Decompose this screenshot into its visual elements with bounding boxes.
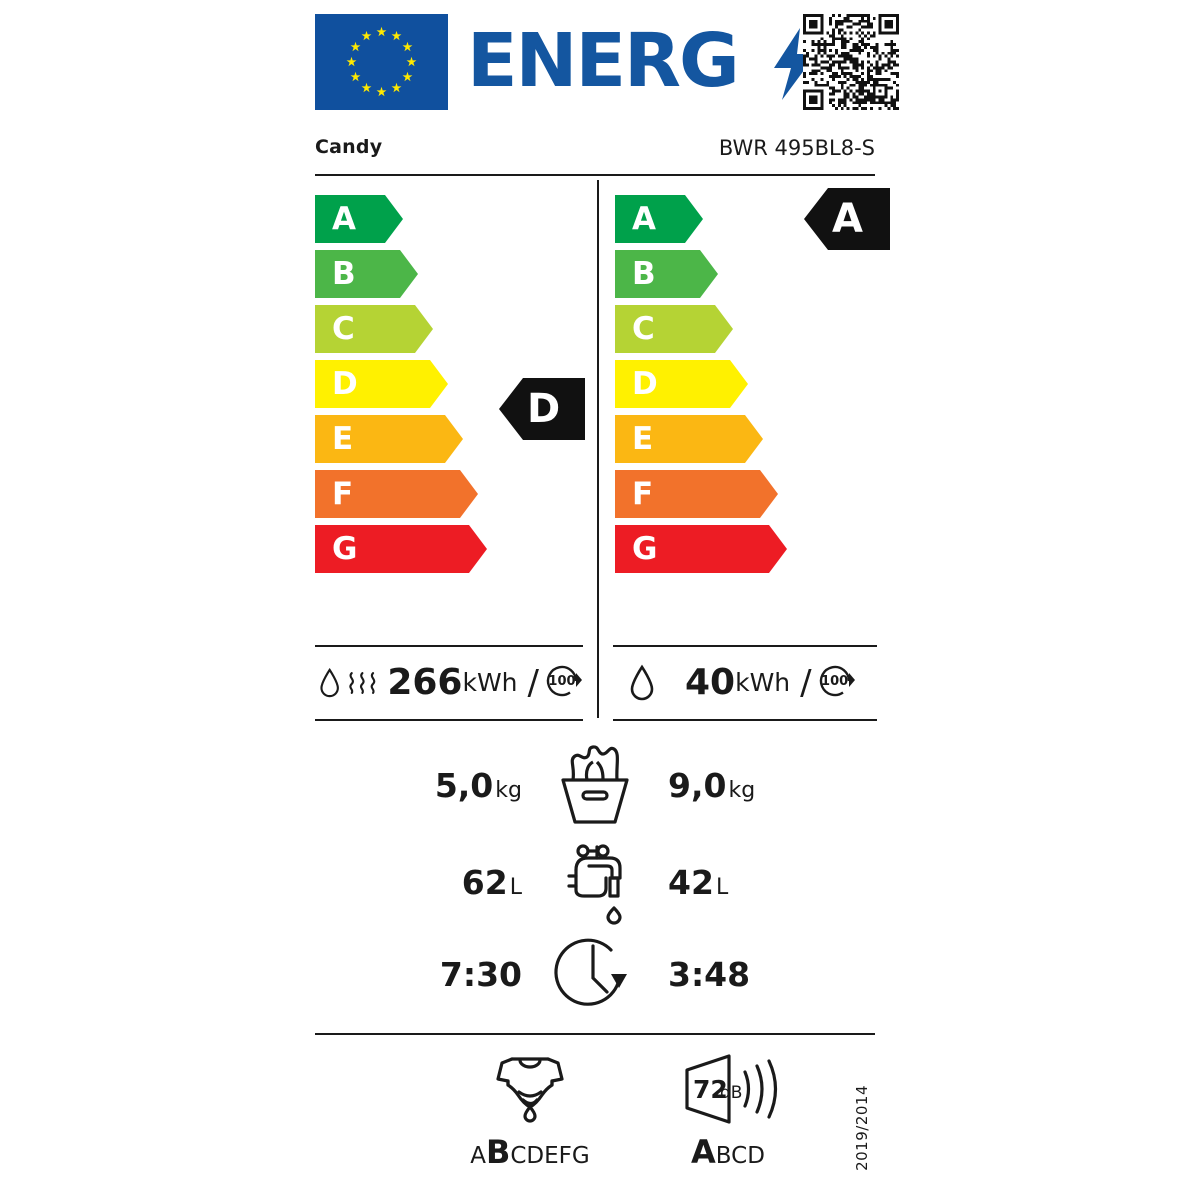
programme-duration-left-value: 7:30	[439, 954, 522, 994]
energy-class-arrow-g	[315, 525, 487, 573]
vertical-divider	[597, 180, 599, 718]
heat-waves-icon	[349, 672, 376, 694]
energy-class-arrow-c	[315, 305, 433, 353]
programme-duration-right: 3:48	[650, 958, 828, 991]
noise-class-suffix: BCD	[715, 1143, 765, 1169]
cycle-arrow-icon	[546, 665, 582, 697]
load-capacity-left-unit: kg	[495, 777, 522, 803]
energy-value-left: 266	[387, 662, 463, 703]
dripping-shirt-icon	[435, 1048, 625, 1130]
cycles-value-right: 100	[821, 673, 849, 689]
noise-class-active: A	[691, 1133, 716, 1171]
energy-class-arrow-d	[315, 360, 448, 408]
rating-badge-left-letter: D	[527, 386, 561, 432]
cycles-badge-left: 100	[541, 660, 583, 706]
energy-class-arrow-g	[615, 525, 787, 573]
brand-name: Candy	[315, 136, 383, 158]
spec-row-programme-duration: 7:30 3:48	[315, 930, 875, 1018]
noise-value: 72	[693, 1075, 728, 1104]
header-divider	[315, 174, 875, 176]
energy-class-arrow-a	[315, 195, 403, 243]
label-footer: ABCDEFG 72 dB ABCD	[315, 1048, 875, 1178]
energy-class-arrow-b	[315, 250, 418, 298]
energy-consumption-right: 40 kWh / 100	[613, 645, 877, 721]
load-capacity-right: 9,0 kg	[650, 769, 828, 802]
energy-class-arrow-a	[615, 195, 703, 243]
rating-badge-right: A	[804, 188, 890, 250]
energy-unit-right: kWh	[735, 668, 791, 697]
spin-efficiency-block: ABCDEFG	[435, 1048, 625, 1168]
spin-class-active: B	[485, 1133, 511, 1171]
load-capacity-left-value: 5,0	[434, 765, 494, 805]
consumption-divider-bottom	[613, 719, 877, 721]
load-capacity-right-value: 9,0	[668, 765, 727, 805]
energy-class-arrow-f	[315, 470, 478, 518]
energy-unit-left: kWh	[462, 668, 518, 697]
spec-row-water-consumption: 62 L 42 L	[315, 838, 875, 926]
energy-class-arrow-d	[615, 360, 748, 408]
water-tap-icon	[540, 838, 650, 926]
water-consumption-right-unit: L	[715, 874, 729, 900]
rating-badge-left: D	[499, 378, 585, 440]
noise-emission-block: 72 dB ABCD	[633, 1048, 823, 1168]
spin-class-prefix: A	[470, 1143, 486, 1169]
footer-divider	[315, 1033, 875, 1035]
consumption-divider-top	[613, 645, 877, 647]
energy-class-arrow-b	[615, 250, 718, 298]
laundry-basket-icon	[540, 744, 650, 826]
energy-value-right: 40	[685, 662, 736, 703]
brand-model-row: Candy BWR 495BL8-S	[315, 136, 875, 174]
energy-wordmark: ENERG	[467, 18, 740, 104]
water-consumption-right-value: 42	[668, 862, 714, 902]
label-header: ENERG	[315, 14, 899, 118]
energy-consumption-left: 266 kWh / 100	[315, 645, 583, 721]
clock-icon	[540, 930, 650, 1018]
spec-row-load-capacity: 5,0 kg 9,0 kg	[315, 740, 875, 830]
spin-class-suffix: CDEFG	[510, 1143, 590, 1169]
cycles-badge-right: 100	[814, 660, 856, 706]
water-consumption-left-unit: L	[509, 874, 522, 900]
consumption-divider-bottom	[315, 719, 583, 721]
cycle-arrow-icon	[819, 665, 855, 697]
programme-duration-right-value: 3:48	[668, 954, 751, 994]
energy-separator-right: /	[800, 662, 812, 703]
programme-duration-left: 7:30	[362, 958, 540, 991]
eu-stars-icon	[346, 26, 417, 97]
water-consumption-left-value: 62	[461, 862, 508, 902]
load-capacity-right-unit: kg	[728, 777, 756, 803]
noise-unit: dB	[720, 1083, 742, 1103]
qr-code	[803, 14, 899, 110]
energy-class-arrow-e	[615, 415, 763, 463]
rating-badge-right-letter: A	[832, 196, 863, 242]
model-name: BWR 495BL8-S	[718, 136, 875, 160]
speaker-icon: 72 dB	[633, 1048, 823, 1130]
european-union-flag	[315, 14, 448, 110]
consumption-divider-top	[315, 645, 583, 647]
water-consumption-left: 62 L	[362, 866, 540, 899]
energy-separator-left: /	[527, 662, 539, 703]
noise-emission-classes: ABCD	[633, 1136, 823, 1168]
water-drop-icon	[630, 664, 654, 701]
cycles-value-left: 100	[548, 673, 576, 689]
lightning-bolt-icon	[774, 28, 816, 100]
badge-arrow-shape	[804, 188, 890, 250]
regulation-reference: 2019/2014	[853, 1085, 871, 1171]
water-consumption-right: 42 L	[650, 866, 828, 899]
spin-efficiency-classes: ABCDEFG	[435, 1136, 625, 1168]
energy-class-arrow-f	[615, 470, 778, 518]
badge-arrow-shape	[499, 378, 585, 440]
energy-class-arrow-e	[315, 415, 463, 463]
load-capacity-left: 5,0 kg	[362, 769, 540, 802]
energy-class-arrow-c	[615, 305, 733, 353]
water-drop-icon	[320, 667, 339, 698]
